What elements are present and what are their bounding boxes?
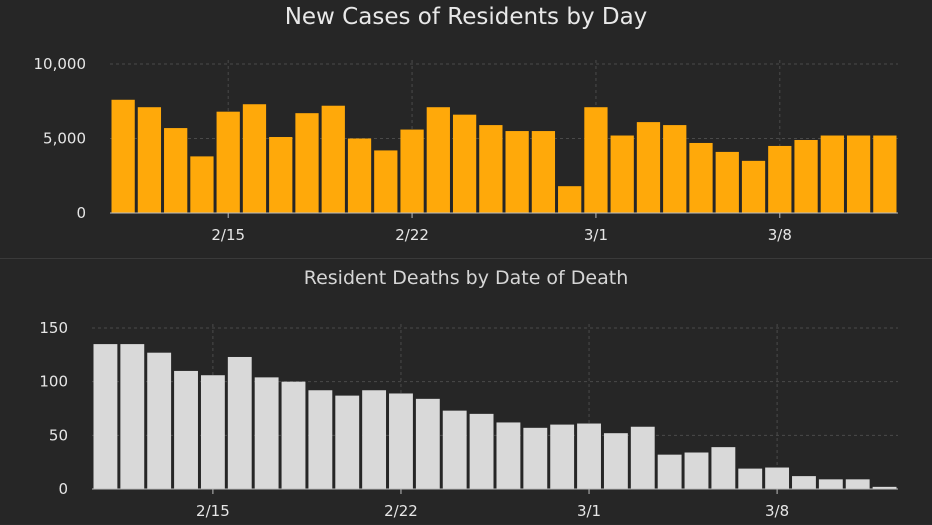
cases-bar [820,135,844,213]
cases-bar [636,122,661,213]
deaths-bar [603,433,628,489]
deaths-bar [174,370,198,489]
cases-bar [794,139,818,213]
deaths-bar [711,447,736,489]
deaths-bar [147,352,172,489]
deaths-bar [738,468,763,489]
cases-bar [584,107,608,213]
cases-bar [216,111,240,213]
cases-bar [452,114,477,213]
deaths-x-tick-label: 2/22 [384,502,418,520]
deaths-x-tick-label: 3/8 [765,502,789,520]
deaths-bar [362,390,387,489]
cases-bar [269,137,293,213]
deaths-bar [120,344,145,489]
new-cases-chart-title: New Cases of Residents by Day [284,4,648,30]
cases-bar [873,135,897,213]
deaths-y-tick-label: 150 [39,319,68,337]
deaths-bar [845,479,870,489]
deaths-bar [200,375,225,489]
cases-x-tick-label: 2/22 [395,226,429,244]
deaths-chart-title: Resident Deaths by Date of Death [303,267,629,289]
cases-x-tick-label: 2/15 [211,226,245,244]
deaths-bar [281,381,306,489]
deaths-bar [523,427,548,489]
cases-x-tick-label: 3/1 [584,226,608,244]
cases-bar [374,150,398,213]
deaths-panel: Resident Deaths by Date of Death 2/15 2/2… [0,258,932,525]
deaths-bar [577,423,601,489]
deaths-bar [550,424,575,489]
deaths-bar [872,486,897,489]
cases-x-tick-label: 3/8 [768,226,792,244]
deaths-x-tick-label: 3/1 [577,502,601,520]
cases-bar [768,145,792,213]
deaths-bar [469,413,494,489]
cases-bar [295,113,319,213]
deaths-x-tick-label: 2/15 [196,502,230,520]
deaths-bar [308,390,333,489]
cases-bar [242,104,267,213]
cases-bar [190,156,214,213]
cases-bar [321,105,345,213]
deaths-bar [227,356,252,489]
deaths-bar [254,377,279,489]
deaths-chart: 2/15 2/22 3/1 3/8 0 50 100 150 [39,319,898,520]
deaths-y-tick-label: 0 [58,480,68,498]
cases-bar [111,99,135,213]
deaths-bar [765,467,790,489]
deaths-bar [335,395,360,489]
cases-y-tick-label: 10,000 [34,55,87,73]
cases-bar [164,128,188,213]
deaths-bar [389,393,413,489]
deaths-bar [93,344,118,489]
cases-bar [610,135,634,213]
deaths-bar [496,422,521,489]
cases-bar [137,107,162,213]
cases-bar [531,131,556,213]
new-cases-chart: 2/15 2/22 3/1 3/8 0 5,000 10,000 [34,55,898,244]
cases-bar [715,151,739,213]
deaths-bar [657,454,682,489]
cases-bar [400,129,424,213]
cases-bar [741,160,766,213]
deaths-bar [415,398,440,489]
deaths-bar [442,410,467,489]
cases-bar [347,138,372,213]
deaths-bar [684,452,709,489]
cases-bar [689,142,713,213]
deaths-bar [630,426,655,489]
deaths-bar [818,479,843,489]
cases-bar [426,107,450,213]
deaths-y-tick-label: 50 [49,426,68,444]
new-cases-panel: New Cases of Residents by Day 2/15 2/22 3/… [0,0,932,258]
cases-y-tick-label: 0 [76,204,86,222]
deaths-bar [792,476,816,489]
cases-y-tick-label: 5,000 [43,130,86,148]
cases-bar [479,125,503,213]
deaths-y-tick-label: 100 [39,373,68,391]
cases-bar [663,125,687,213]
cases-bar [558,186,582,213]
cases-bar [846,135,871,213]
cases-bar [505,131,529,213]
